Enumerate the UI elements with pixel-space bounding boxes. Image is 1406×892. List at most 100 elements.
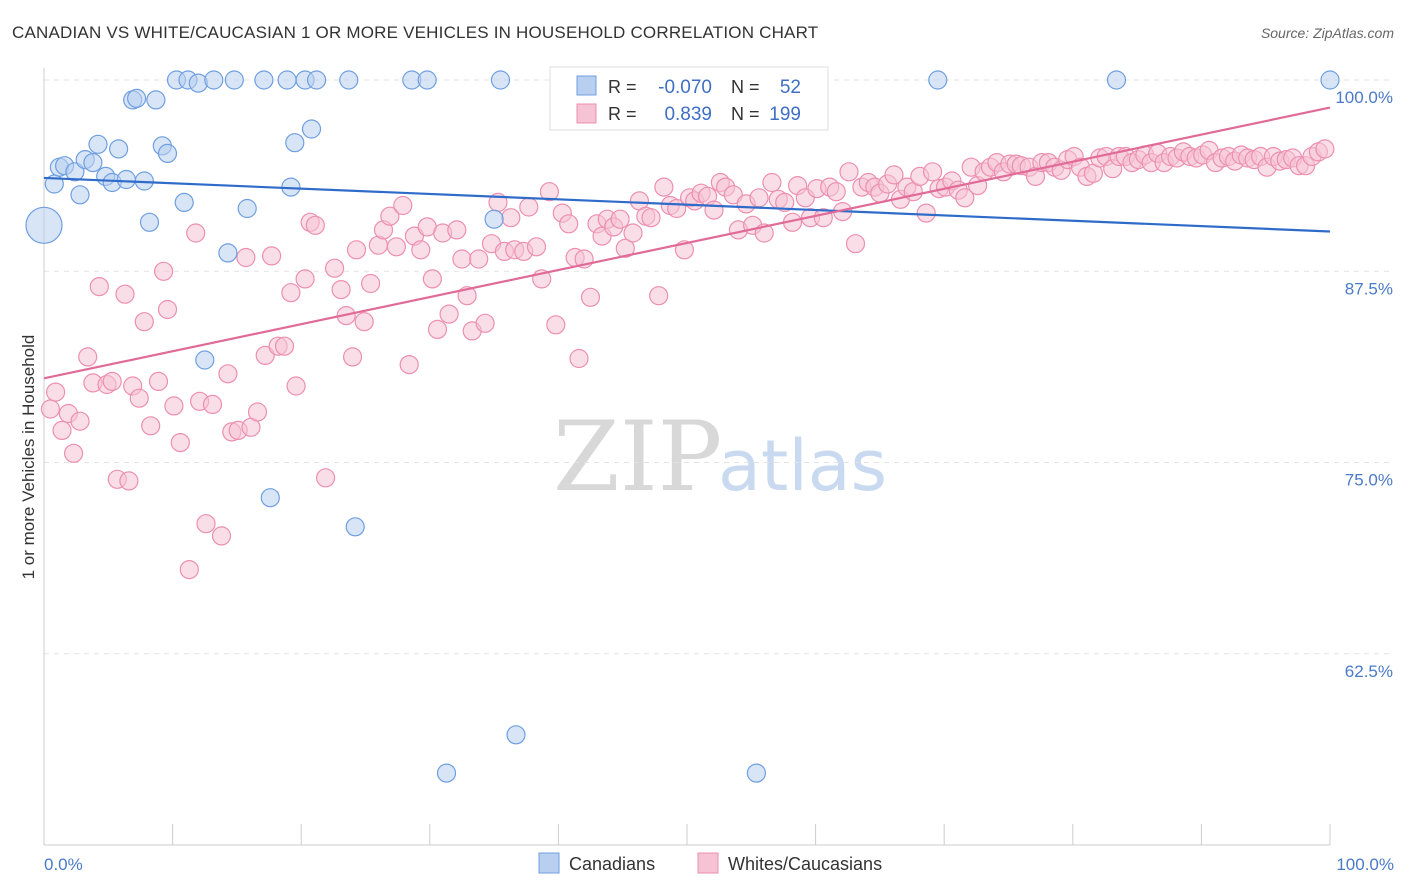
whites-point-116 [762, 172, 782, 193]
whites-point-59 [411, 240, 431, 260]
legend-swatch-canadians [538, 852, 560, 874]
whites-point-17 [141, 416, 161, 436]
whites-point-92 [610, 209, 630, 229]
stats-legend-r-whites: 0.839 [664, 104, 712, 125]
whites-point-74 [501, 208, 521, 228]
whites-point-38 [274, 336, 295, 356]
whites-point-135 [884, 165, 904, 185]
whites-point-87 [580, 287, 601, 307]
whites-point-43 [305, 215, 325, 235]
chart-source: Source: ZipAtlas.com [1261, 25, 1394, 41]
whites-point-57 [399, 355, 419, 375]
canadians-point-31 [277, 70, 297, 90]
canadians-point-43 [490, 70, 511, 90]
whites-point-55 [386, 237, 406, 257]
canadians-point-4 [65, 162, 85, 182]
whites-point-10 [102, 371, 122, 391]
stats-legend-r-label-whites: R = [608, 104, 637, 124]
whites-point-141 [922, 162, 943, 182]
whites-point-97 [641, 208, 661, 228]
legend-label-canadians: Canadians [569, 854, 655, 874]
canadians-point-41 [436, 763, 457, 783]
whites-point-2 [52, 420, 72, 440]
whites-point-80 [539, 182, 560, 202]
whites-point-129 [845, 234, 866, 254]
whites-point-15 [129, 388, 149, 408]
whites-trend-line [43, 106, 1331, 380]
canadians-point-50 [1106, 70, 1127, 90]
canadians-point-37 [339, 70, 359, 90]
whites-point-27 [202, 394, 223, 414]
canadians-point-7 [83, 153, 103, 173]
whites-point-41 [295, 269, 315, 289]
stats-legend-r-canadians: -0.070 [658, 77, 712, 98]
canadians-point-17 [146, 90, 166, 110]
trend-lines [43, 106, 1331, 380]
stats-legend-swatch-whites [576, 103, 597, 124]
whites-point-202 [1315, 139, 1335, 159]
canadians-point-19 [157, 143, 178, 163]
whites-point-81 [546, 315, 566, 335]
stats-legend: R = -0.070 N = 52 R = 0.839 N = 199 [549, 66, 829, 131]
whites-point-64 [439, 304, 459, 324]
whites-point-128 [839, 162, 859, 182]
whites-point-61 [422, 269, 442, 289]
canadians-point-44 [506, 725, 526, 745]
whites-point-40 [286, 376, 306, 396]
watermark-zip: ZIP [553, 401, 722, 513]
legend-label-whites: Whites/Caucasians [728, 854, 882, 874]
watermark-atlas: atlas [718, 425, 887, 507]
whites-point-56 [393, 195, 413, 216]
y-tick-label-1: 87.5% [1345, 279, 1393, 298]
whites-point-83 [559, 214, 579, 234]
whites-point-114 [749, 188, 769, 208]
whites-point-21 [164, 396, 184, 416]
canadians-point-35 [301, 119, 322, 139]
series-legend: Canadians Whites/Caucasians [538, 852, 882, 874]
legend-swatch-whites [697, 852, 719, 874]
whites-point-26 [196, 514, 216, 534]
whites-point-78 [526, 237, 547, 257]
whites-point-28 [211, 526, 232, 546]
whites-point-24 [186, 223, 206, 243]
whites-point-4 [63, 443, 84, 463]
stats-legend-n-whites: 199 [769, 104, 801, 125]
chart-title: CANADIAN VS WHITE/CAUCASIAN 1 OR MORE VE… [12, 23, 818, 42]
whites-point-20 [157, 299, 178, 320]
whites-point-50 [354, 312, 374, 332]
canadians-point-25 [204, 70, 224, 90]
x-tick-label-max: 100.0% [1336, 855, 1394, 874]
canadians-point-23 [188, 73, 208, 93]
whites-point-16 [134, 312, 154, 332]
canadians-point-0 [25, 206, 63, 244]
x-tick-label-min: 0.0% [44, 855, 83, 874]
stats-legend-n-canadians: 52 [780, 77, 801, 98]
canadians-point-30 [260, 488, 280, 508]
canadians-point-33 [285, 133, 305, 153]
y-tick-labels: 100.0% 87.5% 75.0% 62.5% [1335, 88, 1393, 681]
canadians-point-16 [139, 212, 160, 232]
whites-point-36 [262, 246, 282, 266]
whites-point-22 [170, 433, 190, 453]
whites-point-54 [380, 206, 400, 226]
canadians-point-36 [307, 70, 327, 90]
whites-point-0 [40, 399, 61, 419]
whites-point-48 [343, 347, 363, 367]
stats-legend-swatch-canadians [576, 75, 597, 96]
canadians-trend-line [43, 176, 1331, 233]
y-tick-label-3: 62.5% [1345, 662, 1393, 681]
canadians-point-49 [928, 70, 948, 90]
canadians-point-38 [345, 517, 365, 537]
whites-point-70 [475, 313, 495, 333]
whites-point-44 [316, 468, 336, 488]
canadians-points [25, 70, 1340, 783]
whites-point-94 [623, 223, 643, 243]
whites-point-69 [469, 249, 489, 269]
canadians-point-26 [218, 243, 238, 263]
canadians-point-27 [224, 70, 244, 90]
whites-point-29 [218, 364, 238, 384]
stats-legend-r-label-canadians: R = [608, 77, 637, 97]
stats-legend-n-label-canadians: N = [731, 77, 760, 97]
canadians-point-12 [116, 169, 136, 190]
